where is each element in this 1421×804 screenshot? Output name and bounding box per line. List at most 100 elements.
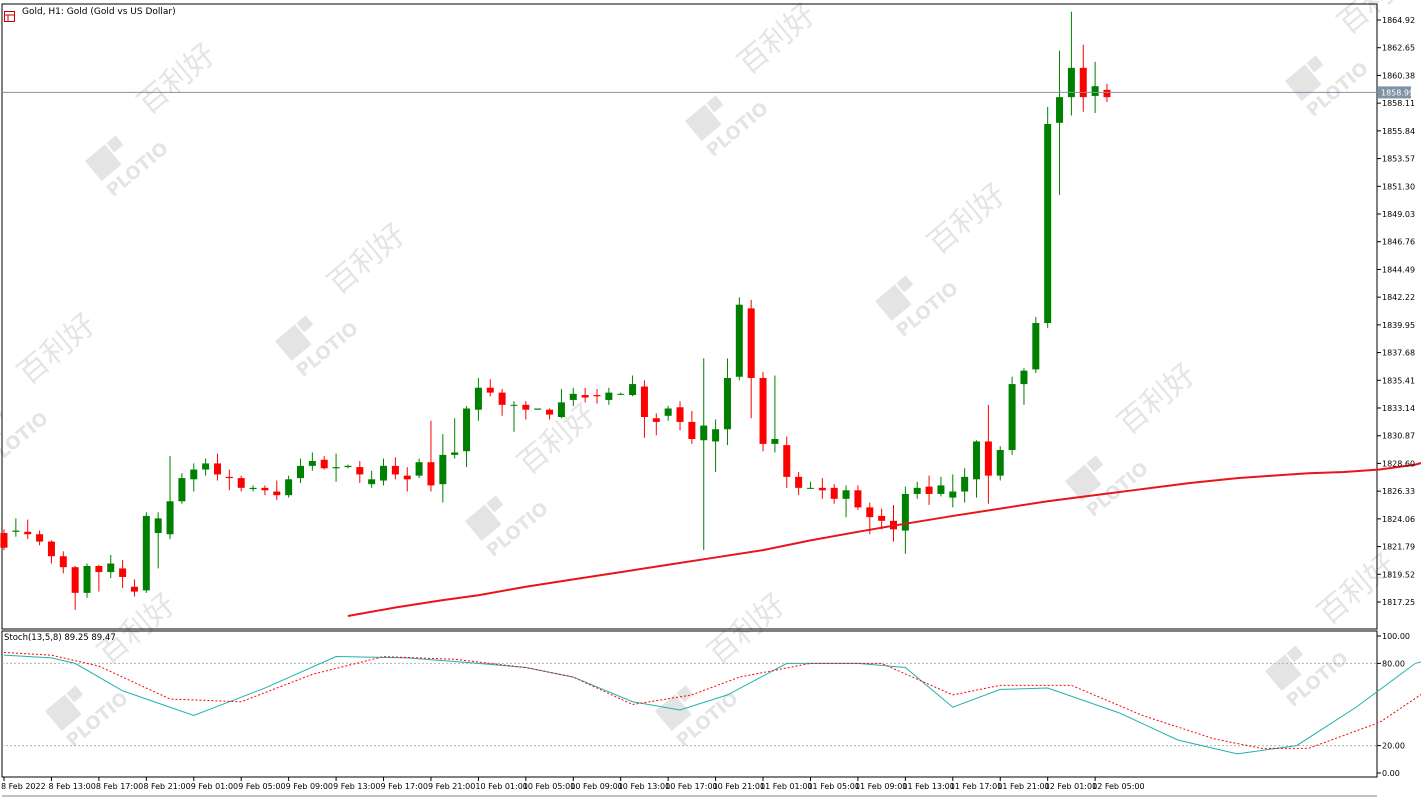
candle bbox=[688, 410, 696, 444]
candle bbox=[652, 413, 660, 436]
candle bbox=[617, 392, 625, 396]
candle bbox=[59, 551, 67, 574]
candle bbox=[297, 458, 304, 483]
candle bbox=[368, 470, 376, 488]
candle bbox=[795, 471, 803, 496]
candle bbox=[12, 518, 20, 537]
candle bbox=[664, 406, 672, 421]
time-tick-label: 9 Feb 05:00 bbox=[238, 782, 285, 791]
candle bbox=[225, 469, 233, 491]
bid-price-tag bbox=[1378, 86, 1411, 99]
candle bbox=[629, 375, 637, 397]
price-tick-label: 1837.68 bbox=[1382, 349, 1415, 358]
candle bbox=[47, 540, 55, 564]
svg-text:百利好: 百利好 bbox=[131, 37, 222, 122]
candles-layer bbox=[0, 11, 1111, 610]
price-tick-label: 1842.22 bbox=[1382, 293, 1415, 302]
candle bbox=[937, 476, 945, 497]
candle bbox=[925, 475, 933, 505]
price-tick-label: 1830.87 bbox=[1382, 432, 1415, 441]
time-tick-label: 8 Feb 21:00 bbox=[143, 782, 190, 791]
bid-price-text: 1858.99 bbox=[1381, 88, 1414, 97]
stochastic-layer bbox=[2, 651, 1421, 755]
candle bbox=[451, 418, 459, 459]
time-tick-label: 11 Feb 17:00 bbox=[950, 782, 1002, 791]
price-tick-label: 1853.57 bbox=[1382, 155, 1415, 164]
candle bbox=[700, 358, 708, 551]
stochastic-label: Stoch(13,5,8) 89.25 89.47 bbox=[4, 633, 116, 643]
price-axis[interactable]: 1864.92 1862.65 1860.38 1858.11 1855.84 1853.… bbox=[1377, 16, 1415, 607]
candle bbox=[1032, 316, 1040, 374]
candle bbox=[0, 529, 8, 551]
candle bbox=[1056, 50, 1064, 195]
price-tick-label: 1844.49 bbox=[1382, 265, 1415, 274]
candle bbox=[546, 408, 554, 420]
svg-text:百利好: 百利好 bbox=[511, 397, 602, 482]
candle bbox=[71, 565, 79, 610]
candle bbox=[213, 453, 221, 481]
candle bbox=[36, 530, 44, 546]
time-tick-label: 9 Feb 21:00 bbox=[428, 782, 475, 791]
price-tick-label: 1849.03 bbox=[1382, 210, 1415, 219]
candle bbox=[107, 554, 115, 579]
price-tick-label: 1828.60 bbox=[1382, 459, 1415, 468]
candle bbox=[380, 458, 388, 486]
candle bbox=[712, 419, 720, 472]
candle bbox=[534, 408, 542, 410]
time-tick-label: 9 Feb 01:00 bbox=[191, 782, 238, 791]
price-tick-label: 1839.95 bbox=[1382, 321, 1415, 330]
price-tick-label: 1817.25 bbox=[1382, 598, 1415, 607]
svg-text:百利好: 百利好 bbox=[321, 217, 412, 302]
candle bbox=[593, 388, 601, 404]
time-tick-label: 11 Feb 21:00 bbox=[997, 782, 1049, 791]
chart-grid-icon[interactable] bbox=[4, 7, 15, 22]
time-tick-label: 11 Feb 09:00 bbox=[855, 782, 907, 791]
candle bbox=[984, 404, 992, 504]
price-tick-label: 1851.30 bbox=[1382, 182, 1415, 191]
candle bbox=[1008, 376, 1016, 455]
candle bbox=[973, 440, 981, 498]
price-tick-label: 1824.06 bbox=[1382, 515, 1415, 524]
time-tick-label: 8 Feb 13:00 bbox=[48, 782, 95, 791]
moving-average-line bbox=[347, 462, 1421, 618]
candle bbox=[806, 481, 814, 490]
candle bbox=[640, 380, 648, 438]
candle bbox=[1091, 61, 1099, 114]
price-tick-label: 1833.14 bbox=[1382, 404, 1415, 413]
candle bbox=[783, 436, 791, 488]
candle bbox=[1067, 11, 1075, 116]
price-tick-label: 1821.79 bbox=[1382, 543, 1415, 552]
candle bbox=[913, 481, 921, 499]
time-tick-label: 9 Feb 17:00 bbox=[381, 782, 428, 791]
time-tick-label: 11 Feb 13:00 bbox=[902, 782, 954, 791]
stoch-axis: 100.00 80.00 20.00 0.00 bbox=[1377, 632, 1410, 778]
time-axis[interactable]: 8 Feb 2022 8 Feb 13:00 8 Feb 17:00 8 Feb 21… bbox=[1, 777, 1377, 797]
candle bbox=[308, 452, 316, 471]
candle bbox=[166, 456, 174, 540]
candle bbox=[415, 458, 423, 479]
candle bbox=[427, 420, 435, 492]
candle bbox=[605, 387, 613, 405]
candle bbox=[249, 485, 257, 492]
time-tick-label: 8 Feb 2022 bbox=[1, 782, 46, 791]
time-tick-label: 10 Feb 21:00 bbox=[713, 782, 765, 791]
time-tick-label: 11 Feb 05:00 bbox=[807, 782, 859, 791]
candle bbox=[261, 485, 269, 496]
candle bbox=[95, 564, 103, 592]
time-tick-label: 9 Feb 09:00 bbox=[286, 782, 333, 791]
svg-text:百利好: 百利好 bbox=[11, 307, 102, 392]
svg-text:百利好: 百利好 bbox=[1111, 357, 1202, 442]
time-tick-label: 12 Feb 05:00 bbox=[1092, 782, 1144, 791]
time-tick-label: 9 Feb 13:00 bbox=[333, 782, 380, 791]
candle bbox=[996, 446, 1004, 481]
candle bbox=[676, 401, 684, 431]
